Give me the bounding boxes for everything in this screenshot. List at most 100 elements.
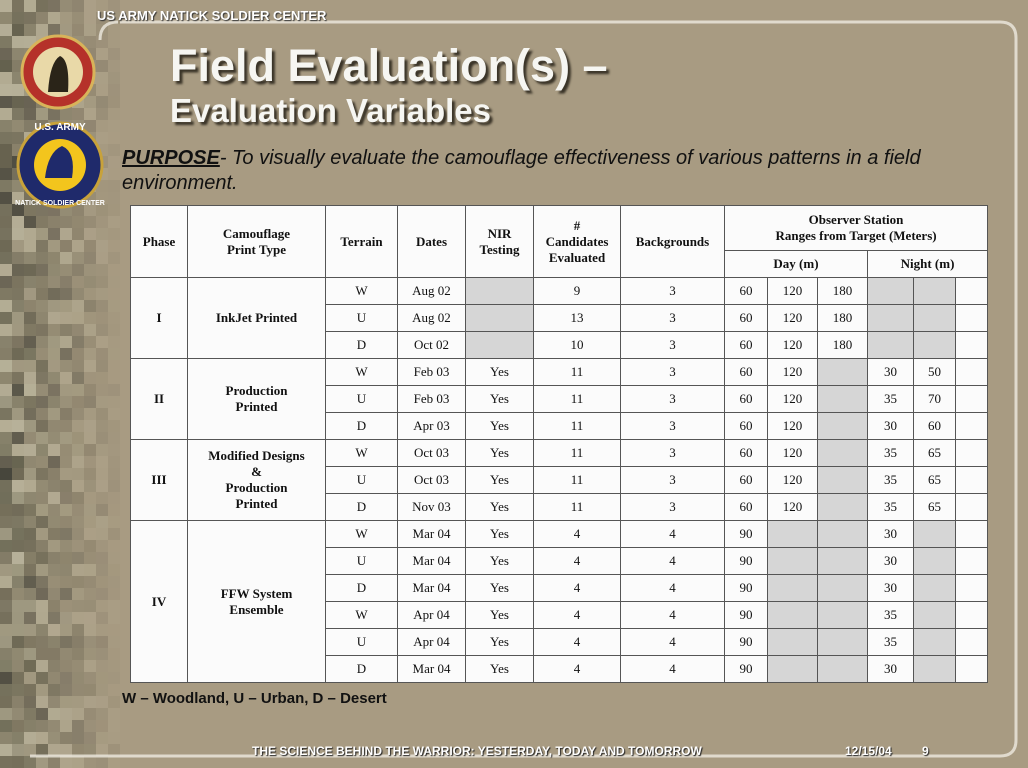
camo-block bbox=[96, 108, 108, 120]
camo-block bbox=[84, 432, 96, 444]
camo-block bbox=[0, 720, 12, 732]
camo-block bbox=[24, 576, 36, 588]
camo-block bbox=[0, 0, 12, 12]
empty-cell bbox=[913, 331, 956, 359]
table-cell: 3 bbox=[620, 385, 725, 413]
camo-block bbox=[60, 492, 72, 504]
camo-block bbox=[12, 312, 24, 324]
camo-block bbox=[0, 60, 12, 72]
camo-block bbox=[36, 432, 48, 444]
camo-block bbox=[0, 228, 12, 240]
camo-block bbox=[84, 684, 96, 696]
table-row: U Oct 03 Yes 11 3 60 120 35 65 bbox=[131, 466, 989, 494]
camo-block bbox=[24, 720, 36, 732]
camo-block bbox=[24, 396, 36, 408]
camo-block bbox=[60, 672, 72, 684]
camo-block bbox=[108, 420, 120, 432]
camo-block bbox=[108, 648, 120, 660]
table-cell: 30 bbox=[867, 655, 914, 683]
empty-cell bbox=[817, 628, 868, 656]
camo-block bbox=[72, 648, 84, 660]
table-cell: 70 bbox=[913, 385, 956, 413]
camo-block bbox=[72, 444, 84, 456]
empty-cell bbox=[913, 547, 956, 575]
camo-block bbox=[36, 0, 48, 12]
table-cell: Apr 03 bbox=[397, 412, 466, 440]
camo-block bbox=[108, 408, 120, 420]
camo-block bbox=[36, 600, 48, 612]
camo-block bbox=[60, 528, 72, 540]
empty-cell bbox=[954, 547, 989, 575]
camo-block bbox=[24, 432, 36, 444]
table-cell: 11 bbox=[533, 412, 621, 440]
camo-block bbox=[84, 228, 96, 240]
camo-block bbox=[84, 372, 96, 384]
camo-block bbox=[108, 84, 120, 96]
empty-cell bbox=[913, 520, 956, 548]
camo-block bbox=[12, 360, 24, 372]
camo-block bbox=[12, 444, 24, 456]
table-cell: 11 bbox=[533, 439, 621, 467]
camo-block bbox=[72, 708, 84, 720]
empty-cell bbox=[954, 655, 989, 683]
camo-block bbox=[72, 0, 84, 12]
camo-block bbox=[24, 744, 36, 756]
header-cell: Observer Station Ranges from Target (Met… bbox=[723, 205, 989, 251]
table-cell: 180 bbox=[817, 331, 868, 359]
camo-block bbox=[60, 108, 72, 120]
camo-block bbox=[12, 12, 24, 24]
camo-block bbox=[96, 540, 108, 552]
table-cell: 60 bbox=[724, 277, 768, 305]
camo-block bbox=[0, 552, 12, 564]
table-cell: Yes bbox=[465, 520, 534, 548]
table-cell: 4 bbox=[620, 601, 725, 629]
camo-block bbox=[0, 672, 12, 684]
camo-block bbox=[60, 360, 72, 372]
camo-block bbox=[108, 204, 120, 216]
camo-block bbox=[48, 516, 60, 528]
table-cell: 30 bbox=[867, 412, 914, 440]
camo-block bbox=[48, 468, 60, 480]
camo-block bbox=[36, 372, 48, 384]
camo-block bbox=[108, 612, 120, 624]
table-cell: Yes bbox=[465, 601, 534, 629]
camo-block bbox=[36, 504, 48, 516]
camo-block bbox=[72, 540, 84, 552]
empty-cell bbox=[767, 520, 818, 548]
camo-block bbox=[12, 576, 24, 588]
camo-block bbox=[24, 372, 36, 384]
camo-block bbox=[36, 312, 48, 324]
camo-block bbox=[48, 396, 60, 408]
camo-block bbox=[60, 696, 72, 708]
empty-cell bbox=[465, 331, 534, 359]
table-cell: 120 bbox=[767, 277, 818, 305]
camo-block bbox=[0, 744, 12, 756]
camo-block bbox=[108, 24, 120, 36]
table-cell: 4 bbox=[620, 655, 725, 683]
empty-cell bbox=[913, 277, 956, 305]
camo-block bbox=[12, 384, 24, 396]
camo-block bbox=[48, 492, 60, 504]
camo-block bbox=[48, 600, 60, 612]
camo-block bbox=[0, 84, 12, 96]
camo-block bbox=[12, 528, 24, 540]
table-cell: 60 bbox=[724, 412, 768, 440]
camo-block bbox=[36, 348, 48, 360]
camo-block bbox=[24, 480, 36, 492]
table-cell: 35 bbox=[867, 493, 914, 521]
table-row: II Production Printed W Feb 03 Yes 11 3 60 120 30… bbox=[130, 358, 989, 440]
camo-block bbox=[84, 480, 96, 492]
camo-block bbox=[36, 360, 48, 372]
camo-block bbox=[48, 372, 60, 384]
camo-block bbox=[0, 312, 12, 324]
table-cell: 4 bbox=[533, 655, 621, 683]
camo-block bbox=[60, 276, 72, 288]
frame-corner bbox=[98, 20, 119, 41]
table-cell: Production Printed bbox=[187, 358, 326, 440]
camo-block bbox=[0, 480, 12, 492]
camo-block bbox=[12, 588, 24, 600]
camo-block bbox=[96, 504, 108, 516]
table-cell: 90 bbox=[724, 547, 768, 575]
camo-block bbox=[36, 636, 48, 648]
empty-cell bbox=[954, 574, 989, 602]
